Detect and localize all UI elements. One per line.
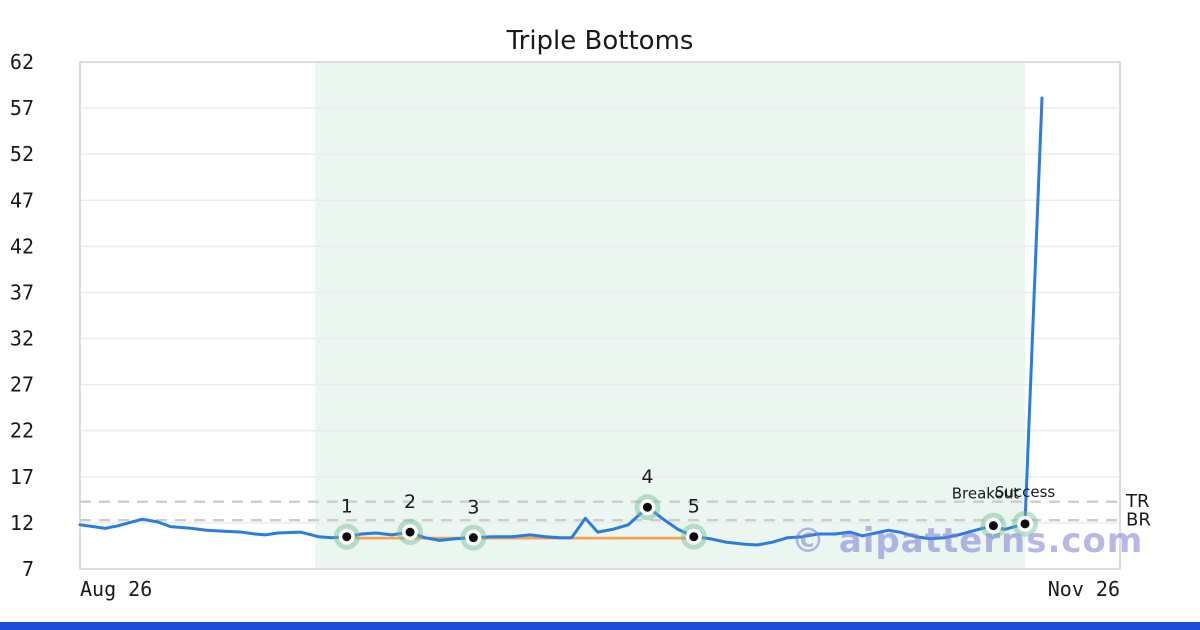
y-tick-label: 62: [10, 50, 34, 74]
bottom-accent-bar: [0, 622, 1200, 630]
watermark: © aipatterns.com: [791, 521, 1144, 561]
y-tick-label: 22: [10, 419, 34, 443]
bottom-marker-2-dot: [405, 527, 415, 537]
chart-title: Triple Bottoms: [506, 26, 694, 56]
y-tick-label: 37: [10, 280, 34, 304]
y-tick-label: 17: [10, 465, 34, 489]
y-tick-label: 52: [10, 142, 34, 166]
bottom-marker-label-2: 2: [404, 491, 416, 513]
bottom-marker-label-1: 1: [341, 496, 353, 518]
breakout-marker-dot: [988, 521, 998, 531]
y-tick-label: 42: [10, 234, 34, 258]
bottom-marker-5-dot: [689, 532, 699, 542]
y-tick-label: 27: [10, 373, 34, 397]
plot-border: [79, 61, 1121, 570]
bottom-marker-4-dot: [642, 502, 652, 512]
bottom-marker-label-3: 3: [467, 497, 479, 519]
level-label-tr: TR: [1125, 491, 1150, 512]
price-line: [78, 96, 1044, 547]
x-tick-label-start: Aug 26: [80, 577, 152, 601]
bottom-marker-1-dot: [342, 532, 352, 542]
y-tick-label: 12: [10, 511, 34, 535]
bottom-marker-label-5: 5: [688, 496, 700, 518]
bottom-marker-3-dot: [468, 533, 478, 543]
y-tick-label: 7: [22, 557, 34, 581]
bottom-marker-label-4: 4: [641, 466, 653, 488]
level-label-br: BR: [1126, 510, 1151, 531]
x-tick-label-end: Nov 26: [1048, 577, 1120, 601]
annotation-label-success: Success: [995, 483, 1056, 501]
y-tick-label: 47: [10, 188, 34, 212]
pattern-region: [315, 63, 1026, 568]
y-tick-label: 32: [10, 327, 34, 351]
annotation-label-breakout: Breakout: [952, 485, 1019, 503]
success-marker-dot: [1020, 519, 1030, 529]
y-tick-label: 57: [10, 96, 34, 120]
